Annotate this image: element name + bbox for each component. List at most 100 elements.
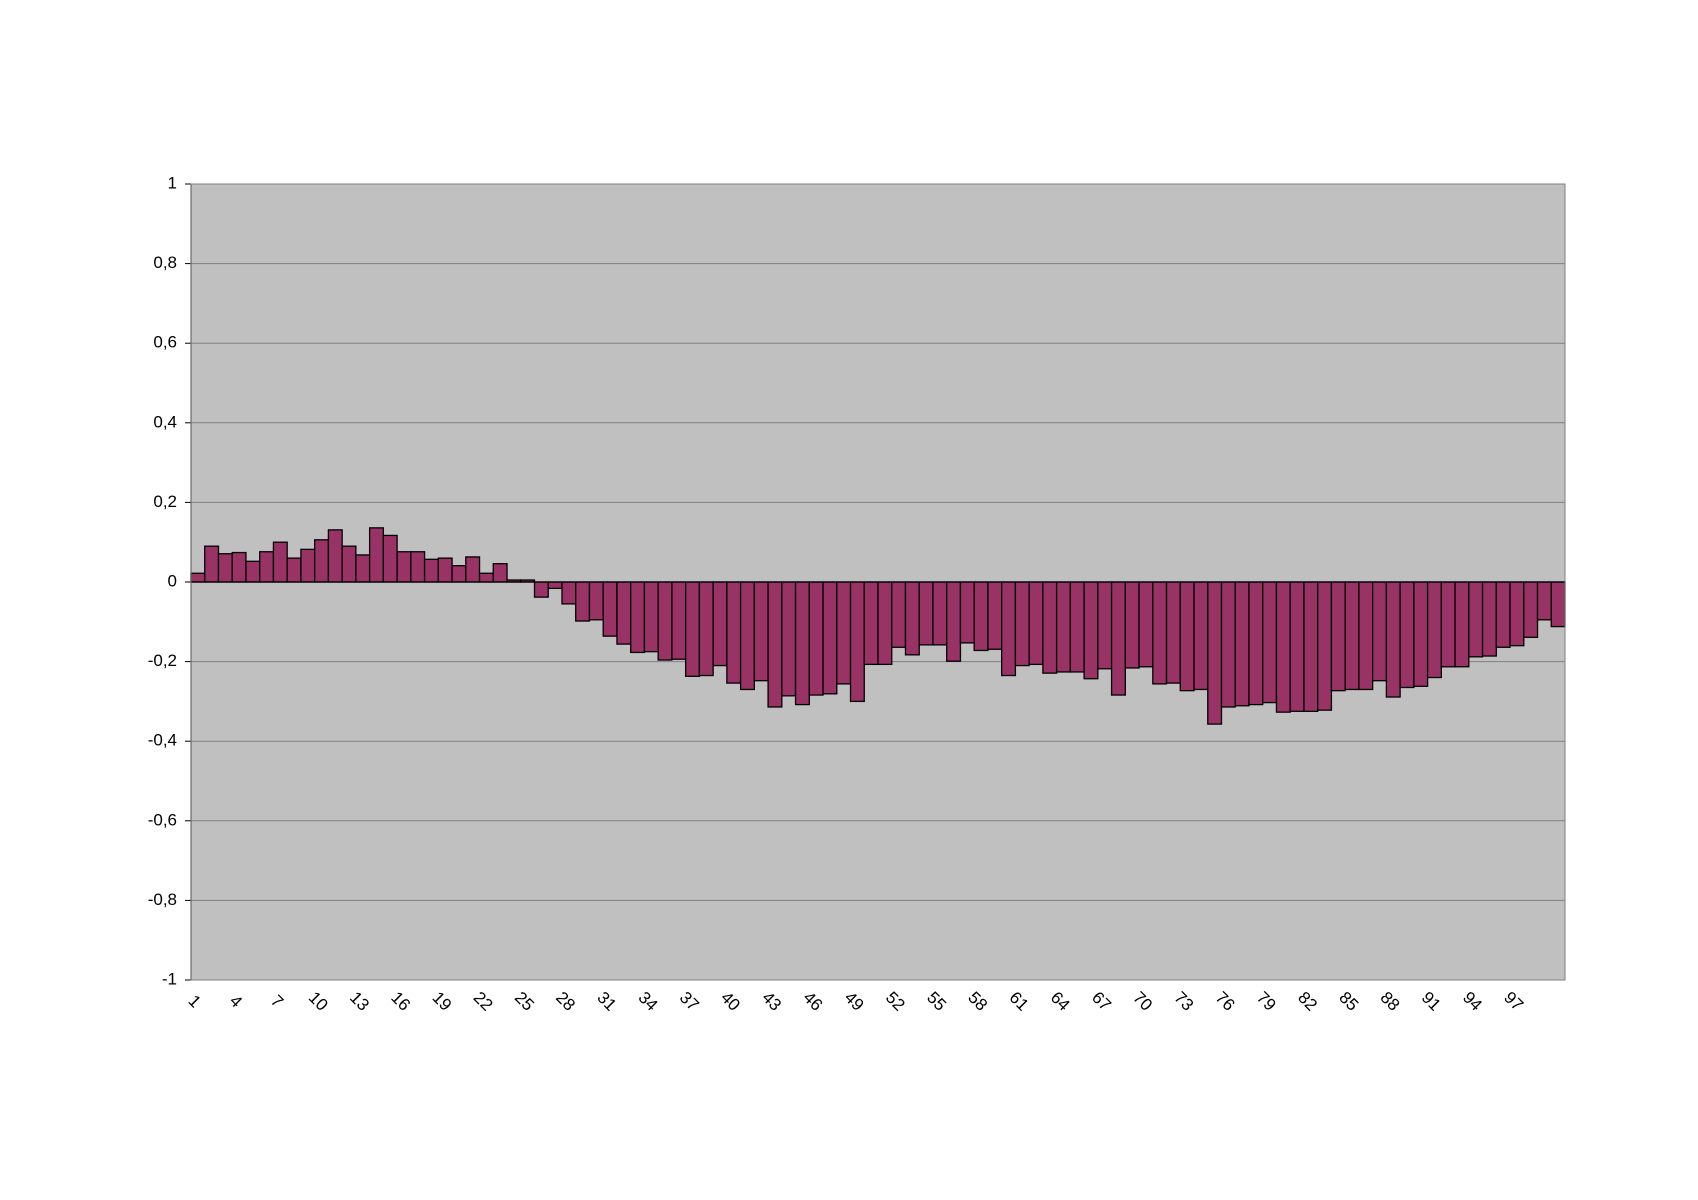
- bar: [382, 534, 398, 583]
- x-tick-label: 61: [1006, 988, 1033, 1015]
- bar: [286, 557, 302, 583]
- bar: [245, 560, 261, 583]
- bar: [1152, 581, 1168, 685]
- bar: [1110, 581, 1126, 696]
- bar: [231, 551, 247, 583]
- bar: [314, 539, 330, 583]
- x-tick-label: 79: [1253, 988, 1280, 1015]
- x-tick-label: 94: [1459, 988, 1486, 1015]
- bar: [437, 557, 453, 583]
- x-tick-label: 76: [1212, 988, 1239, 1015]
- bar: [575, 581, 591, 622]
- bar: [1289, 581, 1305, 713]
- bar: [423, 558, 439, 583]
- x-tick-label: 70: [1129, 988, 1156, 1015]
- bar: [1413, 581, 1429, 687]
- bar: [932, 581, 948, 646]
- bar: [781, 581, 797, 697]
- bar: [1509, 581, 1525, 647]
- y-tick-label: 0,6: [153, 333, 177, 352]
- bar: [767, 581, 783, 708]
- x-tick-label: 7: [267, 991, 287, 1011]
- bar: [1468, 581, 1484, 658]
- x-tick-label: 88: [1377, 988, 1404, 1015]
- bar: [327, 529, 343, 583]
- bar: [877, 581, 893, 666]
- bar: [1523, 581, 1539, 638]
- bar: [1344, 581, 1360, 691]
- bar: [616, 581, 632, 645]
- x-tick-label: 28: [552, 988, 579, 1015]
- bar: [190, 572, 206, 583]
- bar: [1371, 581, 1388, 682]
- bar: [918, 581, 934, 646]
- bar: [355, 554, 371, 583]
- bar: [1014, 581, 1030, 667]
- bar: [492, 563, 508, 583]
- bar: [341, 545, 357, 583]
- bar: [1303, 581, 1319, 713]
- y-tick-label: -0,6: [148, 810, 177, 829]
- x-tick-label: 40: [717, 988, 744, 1015]
- y-tick-label: -0,2: [148, 651, 177, 670]
- x-tick-label: 31: [593, 988, 620, 1015]
- bar: [657, 581, 673, 661]
- bar: [836, 581, 852, 685]
- y-tick-label: 1: [168, 173, 177, 192]
- bar: [1317, 581, 1333, 711]
- bar: [863, 581, 879, 666]
- x-tick-label: 22: [470, 988, 497, 1015]
- x-tick-label: 25: [511, 988, 538, 1015]
- bar: [1001, 581, 1017, 677]
- bar: [561, 581, 577, 605]
- bar: [217, 553, 233, 583]
- bar: [987, 581, 1003, 650]
- bar: [1275, 581, 1291, 713]
- bar: [410, 551, 426, 583]
- bar: [478, 572, 494, 583]
- bar: [259, 551, 275, 583]
- bar: [602, 581, 618, 637]
- y-tick-label: 0,4: [153, 412, 177, 431]
- bar: [1248, 581, 1264, 706]
- bar: [1042, 581, 1058, 674]
- bar: [712, 581, 728, 667]
- x-tick-label: 49: [841, 988, 868, 1015]
- bar: [698, 581, 714, 677]
- y-tick-label: 0,8: [153, 253, 177, 272]
- bar: [891, 581, 907, 648]
- bar: [1028, 581, 1044, 666]
- bar: [1234, 581, 1250, 707]
- bar: [726, 581, 742, 684]
- bar: [465, 556, 481, 583]
- bar: [1165, 581, 1181, 684]
- x-tick-label: 91: [1418, 988, 1445, 1015]
- bar: [822, 581, 838, 695]
- bar: [643, 581, 659, 653]
- x-tick-label: 85: [1335, 988, 1362, 1015]
- plot-border: [190, 183, 1566, 981]
- x-tick-label: 43: [758, 988, 785, 1015]
- y-tick-label: 0: [168, 571, 177, 590]
- bar: [300, 548, 316, 583]
- bar: [1179, 581, 1195, 692]
- x-tick-label: 19: [429, 988, 456, 1015]
- x-tick-label: 73: [1170, 988, 1197, 1015]
- bar: [1055, 581, 1072, 673]
- bar: [1097, 581, 1113, 670]
- bar: [1481, 581, 1497, 657]
- bar: [904, 581, 920, 656]
- x-tick-label: 46: [799, 988, 826, 1015]
- bar: [1138, 581, 1154, 668]
- bar: [1083, 581, 1099, 680]
- bar: [1193, 581, 1209, 691]
- bar: [1358, 581, 1374, 691]
- x-tick-label: 37: [676, 988, 703, 1015]
- bar: [368, 527, 385, 583]
- bar: [973, 581, 989, 652]
- bar: [272, 541, 288, 583]
- bar: [588, 581, 604, 621]
- bar: [1454, 581, 1470, 668]
- bar: [684, 581, 701, 677]
- bar: [533, 581, 549, 598]
